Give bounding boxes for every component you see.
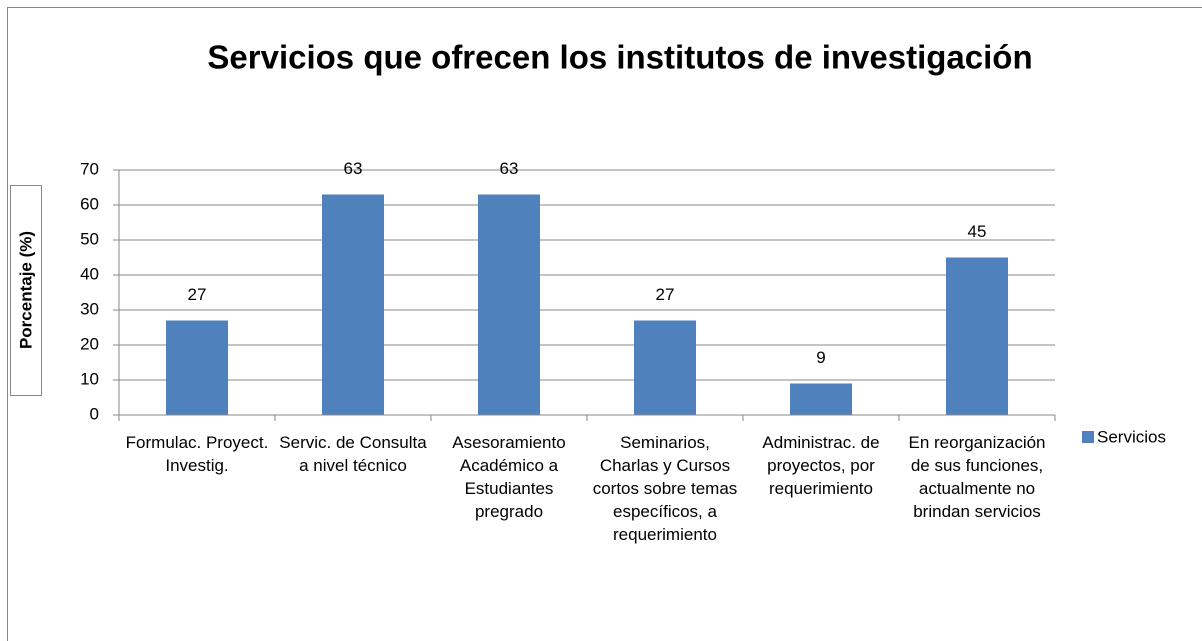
legend-label: Servicios: [1097, 427, 1166, 446]
bar: [166, 320, 228, 415]
x-tick-label: Formulac. Proyect. Investig.: [125, 433, 269, 475]
x-tick-label: Servic. de Consulta a nivel técnico: [279, 433, 427, 475]
y-label-box: [10, 185, 42, 396]
legend-swatch: [1082, 431, 1094, 443]
y-tick-label: 40: [80, 264, 99, 283]
y-tick-label: 20: [80, 334, 99, 353]
value-label: 9: [816, 348, 825, 367]
y-axis-label: Porcentaje (%): [16, 231, 35, 349]
chart-title: Servicios que ofrecen los institutos de …: [207, 39, 1032, 76]
x-tick-label: Administrac. de proyectos, por requerimi…: [762, 433, 880, 498]
bar: [634, 320, 696, 415]
bar: [946, 257, 1008, 415]
value-label: 45: [968, 222, 987, 241]
x-tick-label: Seminarios, Charlas y Cursos cortos sobr…: [592, 433, 738, 544]
value-label: 63: [344, 159, 363, 178]
y-tick-label: 70: [80, 159, 99, 178]
bar: [790, 383, 852, 415]
y-tick-label: 50: [80, 229, 99, 248]
chart-frame: [7, 7, 1202, 641]
y-tick-label: 0: [90, 404, 99, 423]
bar: [322, 194, 384, 415]
value-label: 27: [188, 285, 207, 304]
y-tick-label: 60: [80, 194, 99, 213]
y-tick-label: 30: [80, 299, 99, 318]
bar: [478, 194, 540, 415]
x-tick-label: En reorganización de sus funciones, actu…: [908, 433, 1046, 521]
x-tick-label: Asesoramiento Académico a Estudiantes pr…: [452, 433, 566, 521]
y-tick-label: 10: [80, 369, 99, 388]
value-label: 27: [656, 285, 675, 304]
value-label: 63: [500, 159, 519, 178]
